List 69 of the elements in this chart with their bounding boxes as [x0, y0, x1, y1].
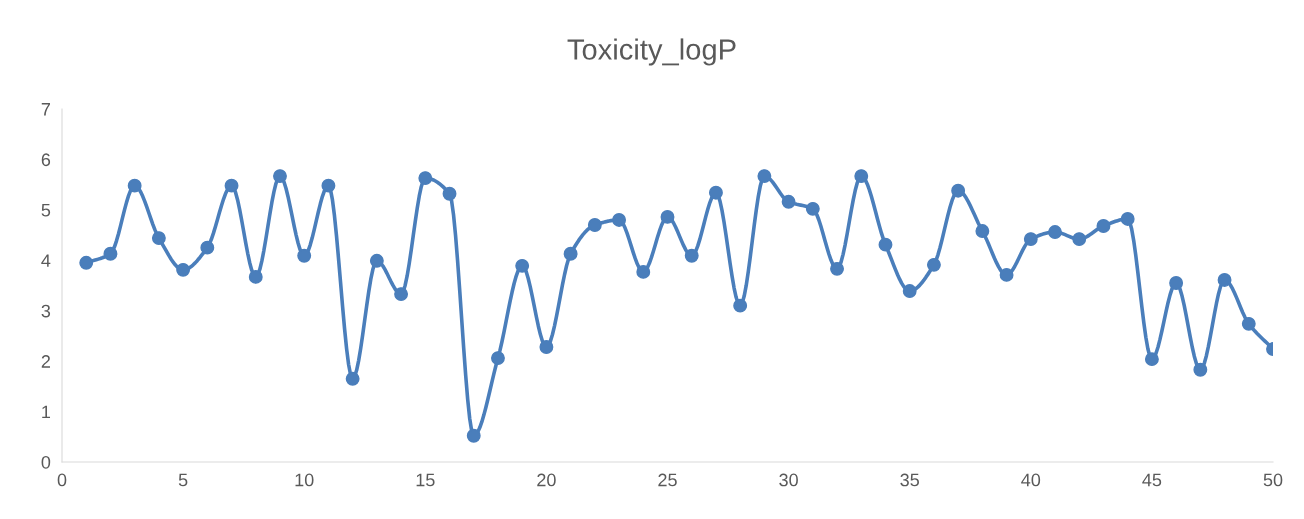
y-tick-label: 1	[42, 405, 51, 419]
point	[345, 371, 360, 386]
point	[926, 257, 941, 272]
point	[176, 262, 191, 277]
point	[902, 284, 917, 298]
point	[612, 212, 627, 227]
point	[224, 178, 239, 193]
point	[1048, 225, 1062, 239]
point	[321, 178, 336, 193]
point	[1217, 273, 1232, 287]
x-tick-label: 45	[1142, 473, 1162, 487]
point	[1023, 232, 1038, 247]
point	[394, 287, 409, 302]
point	[1072, 232, 1087, 247]
point	[975, 224, 990, 238]
point	[587, 218, 602, 232]
point	[805, 201, 820, 216]
point	[1193, 362, 1208, 377]
point	[854, 169, 869, 184]
point	[491, 351, 505, 366]
point	[103, 246, 118, 261]
point	[781, 194, 796, 209]
point	[951, 183, 966, 198]
y-tick-label: 6	[41, 153, 51, 167]
point	[878, 237, 893, 252]
y-tick-label: 4	[41, 254, 51, 267]
point	[200, 240, 215, 255]
chart-title: Toxicity_logP	[567, 38, 736, 66]
x-tick-label: 25	[658, 473, 677, 487]
point	[248, 269, 263, 284]
point	[79, 255, 94, 270]
point	[684, 248, 699, 263]
x-tick-label: 50	[1263, 473, 1283, 487]
x-tick-label: 35	[900, 473, 919, 487]
x-tick-label: 20	[537, 473, 556, 487]
y-tick-label: 7	[41, 103, 50, 116]
x-tick-label: 30	[779, 473, 798, 487]
point	[127, 178, 142, 193]
point	[539, 340, 554, 354]
point	[1096, 219, 1111, 233]
point	[636, 264, 651, 279]
x-tick-label: 15	[416, 473, 435, 487]
x-tick-label: 5	[178, 473, 188, 487]
point	[466, 428, 481, 443]
point	[757, 169, 772, 184]
point	[1144, 352, 1159, 367]
point	[1169, 276, 1184, 290]
point	[273, 169, 287, 184]
point	[999, 267, 1014, 282]
point	[297, 248, 312, 263]
point	[733, 298, 748, 313]
point	[418, 171, 433, 186]
point	[830, 261, 844, 276]
x-tick-label: 10	[295, 473, 314, 487]
point	[1241, 316, 1256, 331]
point	[563, 246, 578, 261]
y-tick-label: 3	[41, 304, 51, 318]
point	[708, 185, 723, 200]
point	[660, 209, 675, 224]
x-tick-label: 40	[1021, 473, 1041, 487]
x-tick-label: 0	[57, 473, 67, 487]
point	[515, 258, 530, 273]
point	[369, 253, 384, 268]
point	[1120, 211, 1135, 226]
point	[151, 231, 166, 246]
y-tick-label: 0	[41, 455, 51, 469]
point	[442, 186, 457, 201]
y-tick-label: 2	[41, 355, 50, 368]
y-tick-label: 5	[41, 203, 51, 217]
